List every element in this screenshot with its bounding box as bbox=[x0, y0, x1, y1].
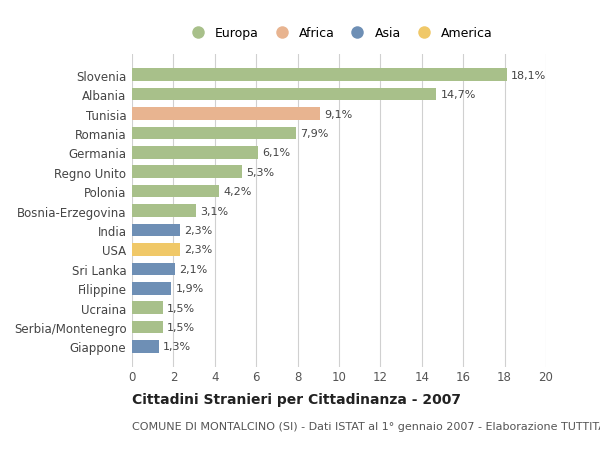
Text: 7,9%: 7,9% bbox=[299, 129, 328, 139]
Text: 1,5%: 1,5% bbox=[167, 303, 196, 313]
Bar bbox=[132, 166, 242, 179]
Bar bbox=[132, 69, 506, 82]
Text: 14,7%: 14,7% bbox=[440, 90, 476, 100]
Text: 18,1%: 18,1% bbox=[511, 71, 546, 80]
Text: COMUNE DI MONTALCINO (SI) - Dati ISTAT al 1° gennaio 2007 - Elaborazione TUTTITA: COMUNE DI MONTALCINO (SI) - Dati ISTAT a… bbox=[132, 421, 600, 431]
Bar bbox=[132, 263, 175, 275]
Text: 3,1%: 3,1% bbox=[200, 206, 229, 216]
Bar bbox=[132, 302, 163, 314]
Bar bbox=[132, 205, 196, 218]
Bar bbox=[132, 321, 163, 334]
Bar bbox=[132, 147, 258, 159]
Bar bbox=[132, 341, 159, 353]
Bar bbox=[132, 127, 296, 140]
Text: 4,2%: 4,2% bbox=[223, 187, 251, 197]
Text: 2,3%: 2,3% bbox=[184, 225, 212, 235]
Text: 1,3%: 1,3% bbox=[163, 342, 191, 352]
Bar bbox=[132, 282, 172, 295]
Bar bbox=[132, 224, 179, 237]
Text: 9,1%: 9,1% bbox=[325, 109, 353, 119]
Text: 1,9%: 1,9% bbox=[175, 284, 204, 294]
Bar bbox=[132, 108, 320, 121]
Text: 1,5%: 1,5% bbox=[167, 322, 196, 332]
Legend: Europa, Africa, Asia, America: Europa, Africa, Asia, America bbox=[185, 27, 493, 40]
Bar bbox=[132, 185, 219, 198]
Bar bbox=[132, 89, 436, 101]
Text: 5,3%: 5,3% bbox=[246, 168, 274, 177]
Text: Cittadini Stranieri per Cittadinanza - 2007: Cittadini Stranieri per Cittadinanza - 2… bbox=[132, 392, 461, 406]
Bar bbox=[132, 244, 179, 256]
Text: 6,1%: 6,1% bbox=[262, 148, 290, 158]
Text: 2,1%: 2,1% bbox=[179, 264, 208, 274]
Text: 2,3%: 2,3% bbox=[184, 245, 212, 255]
